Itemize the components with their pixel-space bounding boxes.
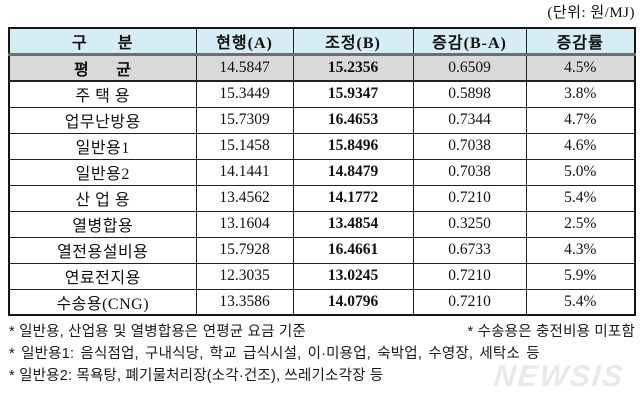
row-label: 일반용2 xyxy=(8,158,197,186)
current-value: 13.1604 xyxy=(195,210,294,238)
current-value: 14.5847 xyxy=(195,54,294,82)
change-value: 0.7038 xyxy=(412,158,527,186)
table-row-residential: 주 택 용 15.3449 15.9347 0.5898 3.8% xyxy=(8,80,636,108)
row-label: 산 업 용 xyxy=(8,184,197,212)
adjusted-value: 14.1772 xyxy=(292,184,414,212)
adjusted-value: 13.0245 xyxy=(292,262,414,290)
change-value: 0.7210 xyxy=(412,184,527,212)
change-value: 0.7210 xyxy=(412,288,527,316)
change-value: 0.7038 xyxy=(412,132,527,160)
table-row-cogeneration: 열병합용 13.1604 13.4854 0.3250 2.5% xyxy=(8,210,636,238)
table-row-industrial: 산 업 용 13.4562 14.1772 0.7210 5.4% xyxy=(8,184,636,212)
rate-value: 5.9% xyxy=(525,262,636,290)
change-value: 0.7210 xyxy=(412,262,527,290)
row-label: 연료전지용 xyxy=(8,262,197,290)
row-label: 일반용1 xyxy=(8,132,197,160)
current-value: 15.7309 xyxy=(195,106,294,134)
adjusted-value: 14.8479 xyxy=(292,158,414,186)
adjusted-value: 15.9347 xyxy=(292,80,414,108)
rate-value: 2.5% xyxy=(525,210,636,238)
footnote-transport-note: * 수송용은 충전비용 미포함 xyxy=(467,324,635,340)
footnote-line-2: * 일반용1: 음식점업, 구내식당, 학교 급식시설, 이·미용업, 숙박업,… xyxy=(9,346,540,362)
current-value: 13.4562 xyxy=(195,184,294,212)
footnote-line-1: * 일반용, 산업용 및 열병합용은 연평균 요금 기준 * 수송용은 충전비용… xyxy=(9,321,635,343)
rate-value: 4.3% xyxy=(525,236,636,264)
current-value: 15.3449 xyxy=(195,80,294,108)
row-label: 열병합용 xyxy=(8,210,197,238)
adjusted-value: 16.4661 xyxy=(292,236,414,264)
change-value: 0.5898 xyxy=(412,80,527,108)
row-label: 수송용(CNG) xyxy=(8,288,197,316)
newsis-watermark-logo: NEWSIS xyxy=(491,360,626,393)
footnotes: * 일반용, 산업용 및 열병합용은 연평균 요금 기준 * 수송용은 충전비용… xyxy=(9,321,635,387)
header-row: 구 분 현행(A) 조정(B) 증감(B-A) 증감률 xyxy=(8,27,636,56)
current-value: 12.3035 xyxy=(195,262,294,290)
rate-value: 4.7% xyxy=(525,106,636,134)
footnote-line-3: * 일반용2: 목욕탕, 폐기물처리장(소각·건조), 쓰레기소각장 등 xyxy=(9,368,384,384)
unit-label: (단위: 원/MJ) xyxy=(547,5,635,21)
adjusted-value: 16.4653 xyxy=(292,106,414,134)
rate-value: 5.0% xyxy=(525,158,636,186)
current-value: 15.1458 xyxy=(195,132,294,160)
col-header-current: 현행(A) xyxy=(195,27,294,56)
row-label: 열전용설비용 xyxy=(8,236,197,264)
adjusted-value: 15.2356 xyxy=(292,54,414,82)
table-row-fuel-cell: 연료전지용 12.3035 13.0245 0.7210 5.9% xyxy=(8,262,636,290)
change-value: 0.3250 xyxy=(412,210,527,238)
adjusted-value: 13.4854 xyxy=(292,210,414,238)
table-row-general1: 일반용1 15.1458 15.8496 0.7038 4.6% xyxy=(8,132,636,160)
adjusted-value: 15.8496 xyxy=(292,132,414,160)
gas-rate-table: 구 분 현행(A) 조정(B) 증감(B-A) 증감률 평 균 14.5847 … xyxy=(8,27,636,316)
col-header-rate: 증감률 xyxy=(525,27,636,56)
adjusted-value: 14.0796 xyxy=(292,288,414,316)
col-header-category: 구 분 xyxy=(8,27,197,56)
change-value: 0.6509 xyxy=(412,54,527,82)
table-row-general2: 일반용2 14.1441 14.8479 0.7038 5.0% xyxy=(8,158,636,186)
row-label: 평 균 xyxy=(8,54,197,82)
current-value: 14.1441 xyxy=(195,158,294,186)
change-value: 0.6733 xyxy=(412,236,527,264)
table-row-commercial-heating: 업무난방용 15.7309 16.4653 0.7344 4.7% xyxy=(8,106,636,134)
row-label: 주 택 용 xyxy=(8,80,197,108)
current-value: 15.7928 xyxy=(195,236,294,264)
col-header-adjusted: 조정(B) xyxy=(292,27,414,56)
table-row-average: 평 균 14.5847 15.2356 0.6509 4.5% xyxy=(8,54,636,82)
row-label: 업무난방용 xyxy=(8,106,197,134)
rate-value: 4.5% xyxy=(525,54,636,82)
table-row-heat-only: 열전용설비용 15.7928 16.4661 0.6733 4.3% xyxy=(8,236,636,264)
current-value: 13.3586 xyxy=(195,288,294,316)
col-header-change: 증감(B-A) xyxy=(412,27,527,56)
rate-value: 5.4% xyxy=(525,184,636,212)
rate-value: 5.4% xyxy=(525,288,636,316)
rate-value: 4.6% xyxy=(525,132,636,160)
rate-value: 3.8% xyxy=(525,80,636,108)
change-value: 0.7344 xyxy=(412,106,527,134)
table-row-transport-cng: 수송용(CNG) 13.3586 14.0796 0.7210 5.4% xyxy=(8,288,636,316)
footnote-general-note: * 일반용, 산업용 및 열병합용은 연평균 요금 기준 xyxy=(9,324,306,340)
